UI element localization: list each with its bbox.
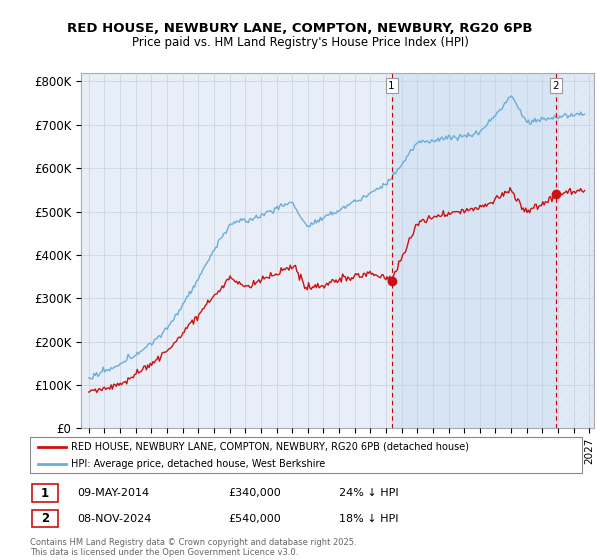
FancyBboxPatch shape (32, 484, 58, 502)
Bar (392, 73, 556, 428)
Text: 2: 2 (553, 81, 559, 91)
Text: 2: 2 (41, 512, 49, 525)
Text: 24% ↓ HPI: 24% ↓ HPI (339, 488, 399, 498)
Text: RED HOUSE, NEWBURY LANE, COMPTON, NEWBURY, RG20 6PB (detached house): RED HOUSE, NEWBURY LANE, COMPTON, NEWBUR… (71, 442, 469, 452)
Text: 1: 1 (388, 81, 395, 91)
Text: Contains HM Land Registry data © Crown copyright and database right 2025.
This d: Contains HM Land Registry data © Crown c… (30, 538, 356, 557)
Text: 1: 1 (41, 487, 49, 500)
Text: 08-NOV-2024: 08-NOV-2024 (77, 514, 151, 524)
Text: HPI: Average price, detached house, West Berkshire: HPI: Average price, detached house, West… (71, 459, 326, 469)
Bar (556, 73, 594, 428)
Text: Price paid vs. HM Land Registry's House Price Index (HPI): Price paid vs. HM Land Registry's House … (131, 36, 469, 49)
FancyBboxPatch shape (30, 437, 582, 473)
Text: £340,000: £340,000 (229, 488, 281, 498)
Text: 09-MAY-2014: 09-MAY-2014 (77, 488, 149, 498)
Text: RED HOUSE, NEWBURY LANE, COMPTON, NEWBURY, RG20 6PB: RED HOUSE, NEWBURY LANE, COMPTON, NEWBUR… (67, 22, 533, 35)
Text: £540,000: £540,000 (229, 514, 281, 524)
Text: 18% ↓ HPI: 18% ↓ HPI (339, 514, 398, 524)
FancyBboxPatch shape (32, 510, 58, 528)
